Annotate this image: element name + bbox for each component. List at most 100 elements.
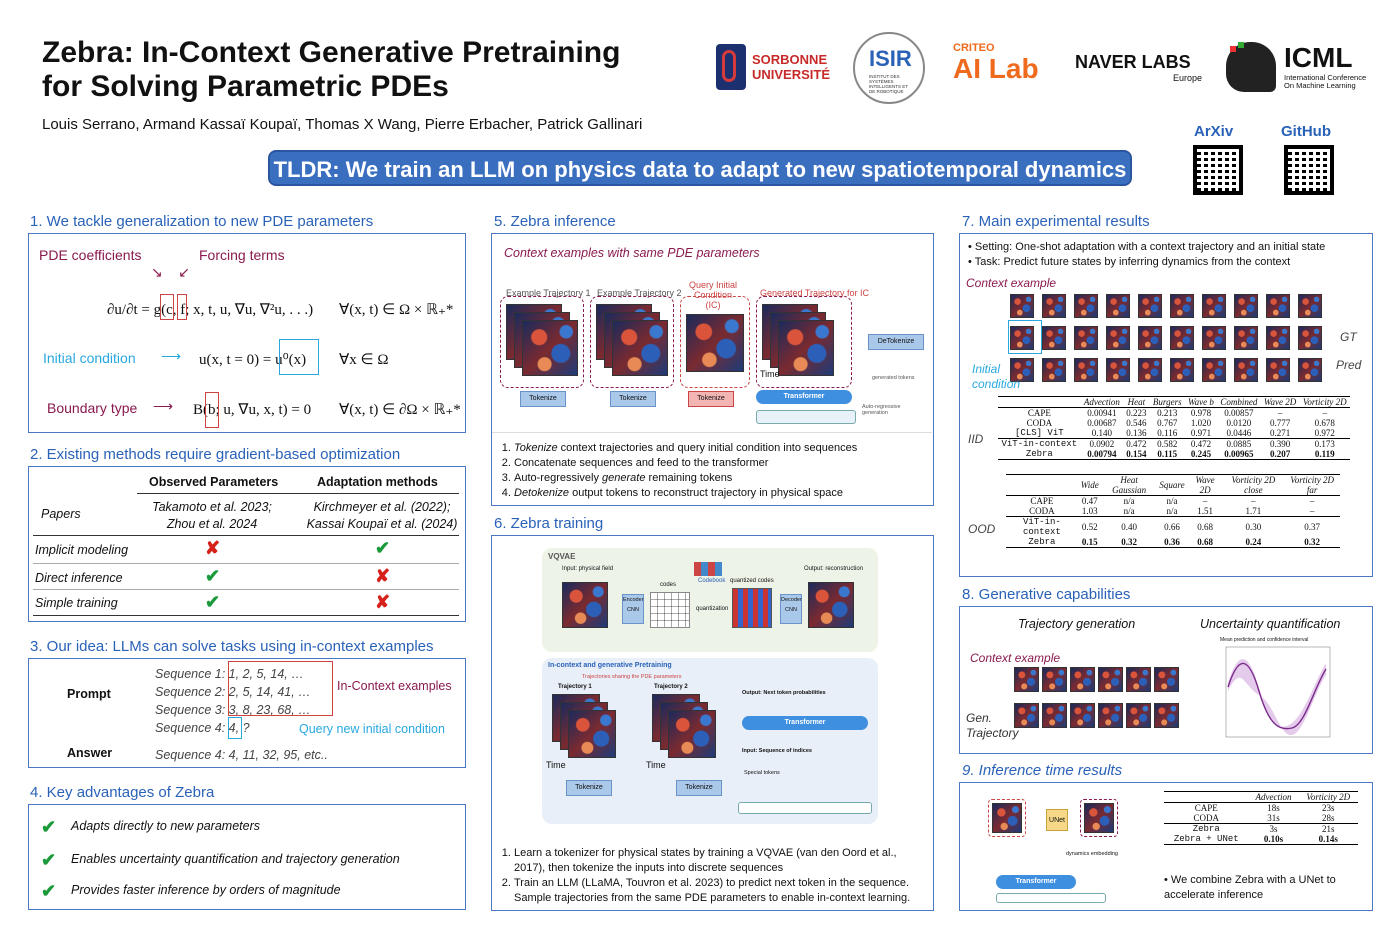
answer-sequence: Sequence 4: 4, 11, 32, 95, etc.. xyxy=(155,748,328,762)
table-header: Combined xyxy=(1220,397,1258,407)
papers-label: Papers xyxy=(41,507,81,521)
frame-thumbnail xyxy=(1010,326,1034,350)
boundary-type-label: Boundary type xyxy=(47,400,138,416)
table-header: Wave b xyxy=(1188,397,1214,407)
results-frame-grid xyxy=(1010,294,1326,382)
table-cell: 0.978 xyxy=(1190,408,1212,418)
frame-thumbnail xyxy=(1154,667,1179,692)
table-cell: 0.173 xyxy=(1314,439,1335,449)
table-row: ViT-in-context 0.0902 0.472 0.582 0.472 0.088… xyxy=(998,438,1350,449)
frame-thumbnail xyxy=(1266,358,1290,382)
pde-domain: ∀(x, t) ∈ Ω × ℝ₊* xyxy=(339,302,454,318)
table-cell: – xyxy=(1322,408,1328,418)
github-qr-code[interactable] xyxy=(1282,143,1336,197)
arxiv-link[interactable]: ArXiv xyxy=(1194,123,1234,140)
frame-thumbnail xyxy=(1042,358,1066,382)
table-cell: 0.115 xyxy=(1157,449,1178,459)
table-header: Vorticity 2D far xyxy=(1290,475,1334,495)
table-cell: 0.0885 xyxy=(1226,439,1252,449)
context-examples-label: Context examples with same PDE parameter… xyxy=(504,246,760,260)
table-row: CAPE 0.47 n/a n/a – – – xyxy=(1006,496,1340,506)
table-cell: n/a xyxy=(1166,496,1178,506)
table-row: CAPE 18s 23s xyxy=(1164,803,1358,813)
trajectory-generation-label: Trajectory generation xyxy=(1018,617,1136,631)
table-cell: n/a xyxy=(1123,496,1135,506)
table-cell: 1.020 xyxy=(1190,418,1212,428)
initial-condition-label: Initial condition xyxy=(43,350,136,366)
tokenize-block: Tokenize xyxy=(688,391,734,407)
setting-list: • Setting: One-shot adaptation with a co… xyxy=(968,241,1326,268)
table-cell: [CLS] ViT xyxy=(1015,428,1064,438)
table-cell: 0.47 xyxy=(1081,496,1098,506)
sequence-list: Sequence 1: 1, 2, 5, 14, … Sequence 2: 2… xyxy=(155,667,311,735)
table-cell: 0.154 xyxy=(1126,449,1147,459)
table-cell: 0.00857 xyxy=(1224,408,1254,418)
table-cell: CAPE xyxy=(1027,408,1051,418)
iid-label: IID xyxy=(968,432,984,446)
unet-note: • We combine Zebra with a UNet to accele… xyxy=(1164,874,1336,901)
table-cell: 0.767 xyxy=(1157,418,1178,428)
frame-thumbnail xyxy=(1074,294,1098,318)
table-cell: 0.223 xyxy=(1126,408,1147,418)
pred-label: Pred xyxy=(1336,358,1362,372)
section-8-title: 8. Generative capabilities xyxy=(962,586,1131,603)
table-header: Advection xyxy=(1255,792,1292,802)
section-2-title: 2. Existing methods require gradient-bas… xyxy=(30,446,401,463)
section-4-box: ✔ Adapts directly to new parameters ✔ En… xyxy=(28,804,466,910)
table-cell: 0.207 xyxy=(1269,449,1291,459)
table-row: Zebra 0.15 0.32 0.36 0.68 0.24 0.32 xyxy=(1006,537,1340,548)
table-cell: Zebra xyxy=(1192,824,1220,834)
frame-thumbnail xyxy=(1170,358,1194,382)
col-observed-parameters: Observed Parameters xyxy=(149,475,279,489)
frame-thumbnail xyxy=(1234,326,1258,350)
uq-plot-title: Mean prediction and confidence interval xyxy=(1220,637,1309,643)
pde-coefficients-label: PDE coefficients xyxy=(39,247,142,263)
table-cell: – xyxy=(1309,496,1315,506)
frame-thumbnail xyxy=(1106,358,1130,382)
table-cell: 1.03 xyxy=(1081,506,1098,516)
cross-icon: ✘ xyxy=(375,566,391,586)
ood-label: OOD xyxy=(968,522,996,536)
frame-thumbnail xyxy=(1074,358,1098,382)
table-header: Wave 2D xyxy=(1195,475,1215,495)
table-cell: 0.32 xyxy=(1121,537,1137,547)
context-example-label: Context example xyxy=(966,276,1057,290)
table-cell: 0.30 xyxy=(1245,522,1262,532)
query-label: Query new initial condition xyxy=(299,722,445,736)
table-header: Advection xyxy=(1083,397,1120,407)
frame-thumbnail xyxy=(1170,294,1194,318)
frame-thumbnail xyxy=(1170,326,1194,350)
check-icon: ✔ xyxy=(375,538,391,558)
table-cell: 0.68 xyxy=(1197,537,1213,547)
frame-thumbnail xyxy=(1042,667,1067,692)
sorbonne-logo: SORBONNE UNIVERSITÉ xyxy=(716,42,841,92)
section-8-box: Trajectory generation Uncertainty quanti… xyxy=(959,606,1373,754)
frame-thumbnail xyxy=(1014,703,1039,728)
table-cell: n/a xyxy=(1166,506,1178,516)
table-header xyxy=(1006,475,1078,496)
unet-block: UNet xyxy=(1046,809,1068,831)
criteo-ailab-logo: CRITEO AI Lab xyxy=(953,42,1039,84)
table-cell: CAPE xyxy=(1194,803,1218,813)
table-header: Wide xyxy=(1080,480,1099,490)
table-cell: 18s xyxy=(1267,803,1280,813)
arrow-right-icon: ⟶ xyxy=(153,398,174,414)
iid-results-table: Advection Heat Burgers Wave b Combined Wave 2… xyxy=(998,396,1350,460)
training-steps: Learn a tokenizer for physical states by… xyxy=(500,846,928,906)
row-implicit-modeling: Implicit modeling xyxy=(35,543,129,557)
check-icon: ✔ xyxy=(205,566,221,586)
isir-logo: ISIR INSTITUT DES SYSTÈMES INTELLIGENTS … xyxy=(853,32,925,104)
frame-thumbnail xyxy=(1042,326,1066,350)
table-cell: Zebra xyxy=(1028,537,1056,547)
table-cell: 28s xyxy=(1322,813,1335,823)
gen-context-label: Context example xyxy=(970,651,1061,665)
table-header: Heat Gaussian xyxy=(1112,475,1147,495)
arxiv-qr-code[interactable] xyxy=(1191,143,1245,197)
frame-thumbnail xyxy=(1138,294,1162,318)
frame-thumbnail xyxy=(1298,358,1322,382)
table-cell: n/a xyxy=(1123,506,1135,516)
github-link[interactable]: GitHub xyxy=(1281,123,1331,140)
table-row: Zebra + UNet 0.10s 0.14s xyxy=(1164,834,1358,845)
frame-thumbnail xyxy=(1106,326,1130,350)
table-row: CAPE 0.00941 0.223 0.213 0.978 0.00857 – – xyxy=(998,408,1350,418)
